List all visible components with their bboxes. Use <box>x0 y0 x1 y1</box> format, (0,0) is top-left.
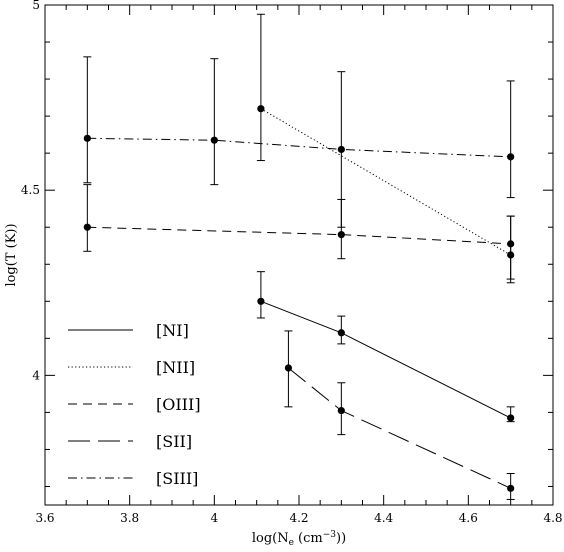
data-point <box>507 153 515 161</box>
x-axis-title-sup: −3 <box>323 530 337 540</box>
data-point <box>507 251 515 259</box>
x-tick-label: 3.6 <box>35 511 54 525</box>
x-tick-label: 3.8 <box>120 511 139 525</box>
data-point <box>337 329 345 337</box>
data-point <box>257 105 265 113</box>
data-point <box>83 134 91 142</box>
x-tick-label: 4.4 <box>374 511 393 525</box>
y-tick-label: 4 <box>32 368 40 382</box>
data-points <box>83 105 515 492</box>
series-line <box>288 367 511 489</box>
x-tick-label: 4.8 <box>543 511 562 525</box>
x-tick-label: 4.2 <box>289 511 308 525</box>
plot-frame <box>44 4 554 506</box>
data-point <box>507 484 515 492</box>
series-line <box>87 226 511 245</box>
axis-ticks <box>44 4 554 505</box>
legend-label: [OIII] <box>156 395 201 414</box>
data-point <box>507 240 515 248</box>
legend: [NI] [NII] [OIII] [SII] [SIII] <box>68 321 201 488</box>
legend-label: [NI] <box>156 321 189 340</box>
y-tick-label: 4.5 <box>21 183 40 197</box>
data-point <box>337 145 345 154</box>
y-axis-title: log(T (K)) <box>4 223 19 286</box>
x-axis-title-main: log(N <box>252 531 289 546</box>
data-point <box>337 406 345 415</box>
x-tick-label: 4 <box>211 511 219 525</box>
series-lines <box>87 108 511 489</box>
x-axis-title-end: )) <box>336 531 346 546</box>
tick-labels: 3.6 3.8 4 4.2 4.4 4.6 4.8 4 4.5 5 <box>21 0 563 525</box>
data-point <box>507 414 515 422</box>
data-point <box>337 231 345 239</box>
legend-label: [NII] <box>156 358 195 377</box>
data-point <box>257 297 265 305</box>
y-tick-label: 5 <box>32 0 40 12</box>
data-point <box>210 136 218 144</box>
x-tick-label: 4.6 <box>459 511 478 525</box>
data-point <box>83 223 91 231</box>
x-axis-title-sub: e <box>289 538 294 548</box>
data-point <box>284 364 293 372</box>
x-axis-title: log(Ne (cm−3)) <box>252 530 346 548</box>
legend-label: [SII] <box>156 432 192 451</box>
x-axis-title-tail: (cm <box>294 531 323 546</box>
error-bars <box>83 13 515 500</box>
series-line <box>260 108 511 256</box>
series-line <box>87 137 511 158</box>
series-line <box>260 300 511 419</box>
legend-label: [SIII] <box>156 469 198 488</box>
